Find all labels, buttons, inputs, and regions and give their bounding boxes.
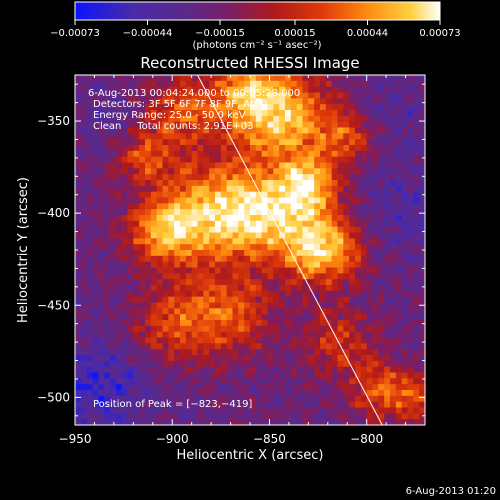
x-tick-label: −900	[156, 432, 189, 446]
energy-range-text: Energy Range: 25.0 - 50.0 keV	[93, 110, 246, 121]
x-tick-label: −800	[350, 432, 383, 446]
chart-title: Reconstructed RHESSI Image	[140, 54, 359, 72]
colorbar-tick-label: −0.00044	[123, 28, 173, 39]
x-tick-label: −950	[59, 432, 92, 446]
colorbar-tick-label: −0.00015	[195, 28, 245, 39]
colorbar-tick-label: 0.00015	[274, 28, 315, 39]
method-counts-text: Clean Total counts: 2.91E+03	[93, 121, 253, 132]
x-axis-title: Heliocentric X (arcsec)	[177, 448, 324, 463]
colorbar-tick-label: −0.00073	[50, 28, 100, 39]
detectors-text: Detectors: 3F 5F 6F 7F 8F 9F, Att 0	[93, 99, 267, 110]
y-tick-label: −350	[37, 114, 70, 128]
colorbar-ticks: −0.00073 −0.00044 −0.00015 0.00015 0.00044 0.…	[50, 20, 461, 39]
time-range-text: 6-Aug-2013 00:04:24.000 to 00:05:28.000	[88, 88, 300, 99]
footer-timestamp: 6-Aug-2013 01:20	[406, 486, 496, 497]
y-tick-label: −450	[37, 298, 70, 312]
heatmap-image	[75, 75, 425, 425]
y-tick-label: −400	[37, 206, 70, 220]
colorbar	[74, 1, 441, 21]
y-axis-title: Heliocentric Y (arcsec)	[16, 177, 31, 323]
colorbar-tick-label: 0.00073	[419, 28, 460, 39]
colorbar-units-label: (photons cm⁻² s⁻¹ asec⁻²)	[192, 40, 321, 51]
solar-limb-line	[197, 75, 383, 425]
colorbar-tick-label: 0.00044	[347, 28, 388, 39]
x-tick-label: −850	[253, 432, 286, 446]
x-axis-ticks: −950 −900 −850 −800	[59, 75, 407, 446]
peak-position-text: Position of Peak = [−823,−419]	[93, 399, 252, 410]
y-tick-label: −500	[37, 390, 70, 404]
y-axis-ticks: −500 −450 −400 −350	[37, 83, 425, 417]
